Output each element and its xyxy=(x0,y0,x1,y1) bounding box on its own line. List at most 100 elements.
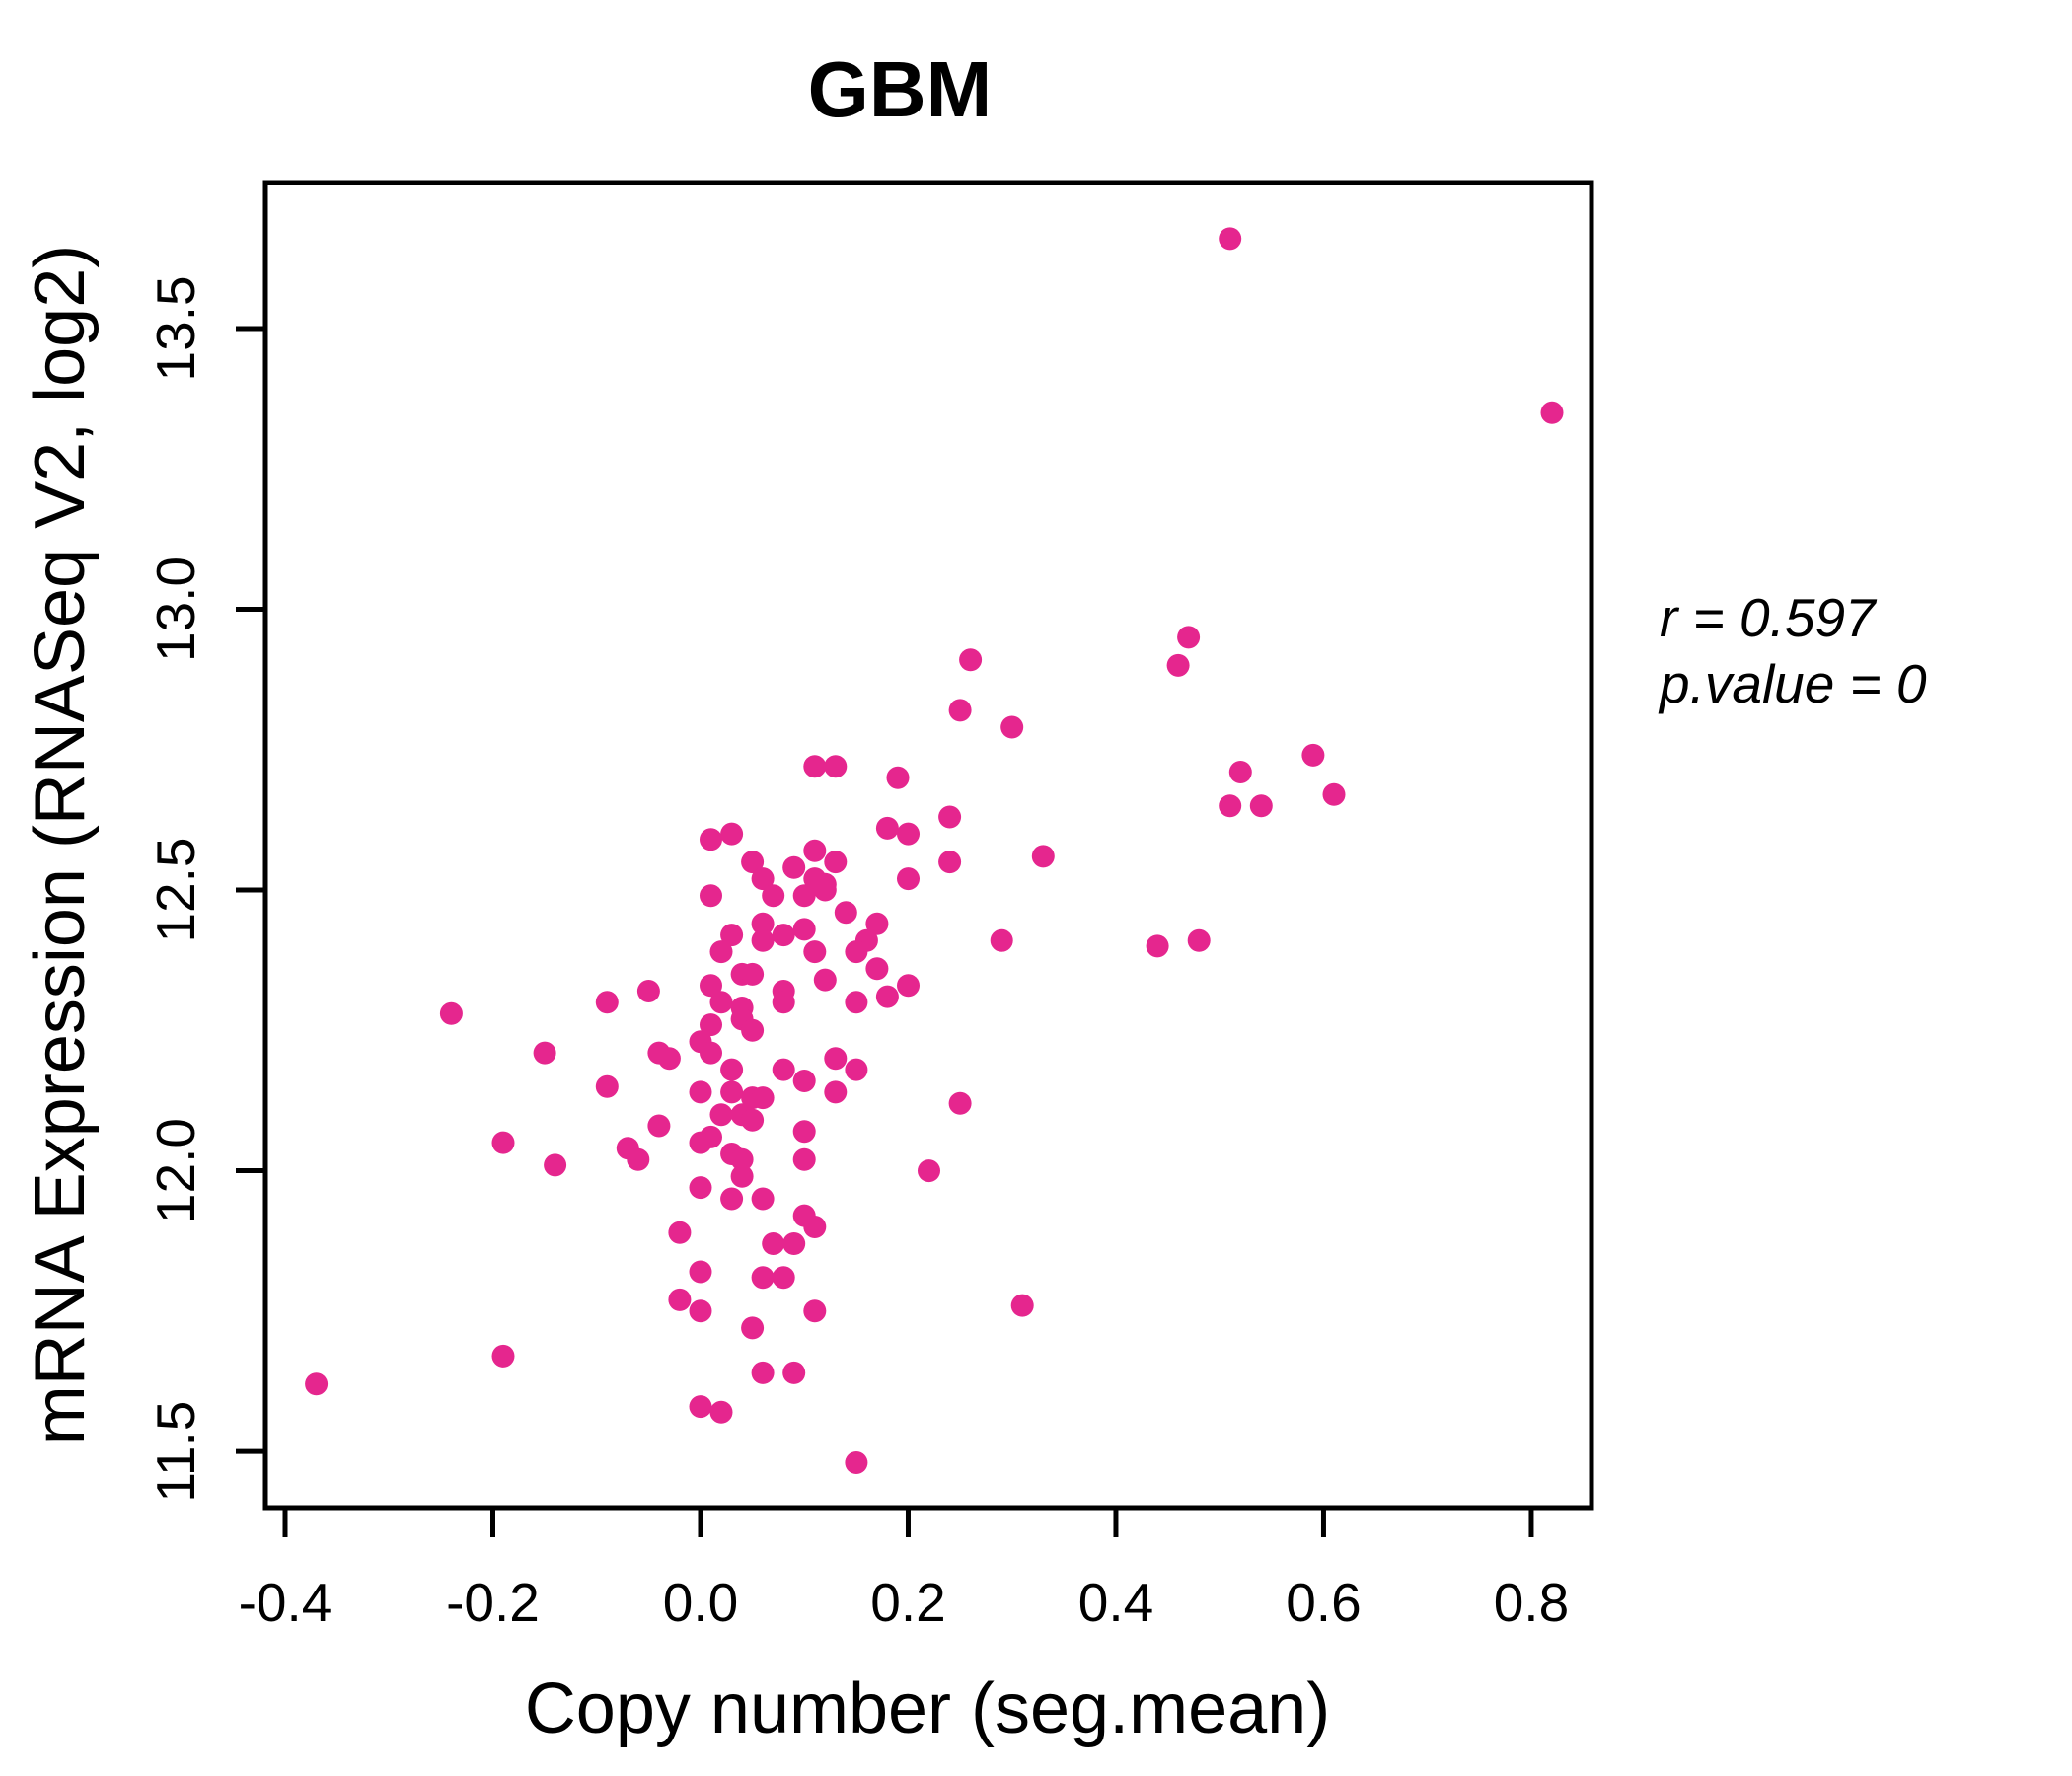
y-tick-label: 13.0 xyxy=(145,556,206,662)
annotation-r-value: r = 0.597 xyxy=(1660,587,1878,648)
data-point xyxy=(824,851,848,874)
data-point xyxy=(751,912,775,935)
data-point xyxy=(865,912,889,935)
data-point xyxy=(700,974,722,998)
data-point xyxy=(782,1361,806,1384)
data-point xyxy=(689,1260,712,1284)
data-point xyxy=(772,1058,795,1081)
data-point xyxy=(772,924,795,947)
data-point xyxy=(782,855,806,879)
data-point xyxy=(720,1080,744,1104)
data-point xyxy=(657,1047,681,1071)
data-point xyxy=(792,918,816,941)
data-point xyxy=(751,867,775,891)
x-tick-label: 0.6 xyxy=(1286,1572,1361,1633)
data-point xyxy=(689,1395,712,1419)
data-point xyxy=(762,1232,785,1255)
data-point xyxy=(875,816,899,840)
data-point xyxy=(741,1018,765,1042)
data-point xyxy=(897,822,920,846)
y-tick-label: 11.5 xyxy=(145,1401,206,1503)
data-point xyxy=(730,1164,754,1188)
data-point xyxy=(1228,761,1252,783)
data-point xyxy=(1010,1294,1034,1317)
data-point xyxy=(709,940,733,964)
data-point xyxy=(845,940,868,964)
data-point xyxy=(1322,782,1346,806)
data-point xyxy=(792,1070,816,1092)
data-point xyxy=(792,884,816,908)
data-point xyxy=(803,1299,827,1323)
data-point xyxy=(772,991,795,1014)
data-point xyxy=(1187,928,1211,952)
data-point xyxy=(709,1400,733,1424)
y-tick-label: 12.0 xyxy=(145,1118,206,1223)
data-point xyxy=(1219,227,1242,251)
data-point xyxy=(897,867,920,891)
data-point xyxy=(595,1074,619,1098)
data-point xyxy=(741,851,765,874)
data-point xyxy=(689,1299,712,1323)
data-point xyxy=(803,940,827,964)
data-point xyxy=(700,884,722,908)
data-point xyxy=(782,1232,806,1255)
data-point xyxy=(709,991,733,1014)
x-tick-label: -0.2 xyxy=(446,1572,540,1633)
data-point xyxy=(845,1058,868,1081)
data-point xyxy=(751,1187,775,1211)
data-point xyxy=(491,1344,515,1368)
data-point xyxy=(918,1159,940,1183)
data-point xyxy=(886,766,910,789)
data-point xyxy=(700,1041,722,1065)
data-point xyxy=(751,1266,775,1290)
data-point xyxy=(668,1288,692,1311)
chart-title: GBM xyxy=(808,45,993,133)
data-point xyxy=(700,1125,722,1148)
data-points xyxy=(305,227,1564,1474)
data-point xyxy=(1146,934,1169,958)
data-point xyxy=(1301,743,1325,767)
data-point xyxy=(689,1176,712,1200)
x-axis-title: Copy number (seg.mean) xyxy=(525,1669,1330,1748)
data-point xyxy=(720,1187,744,1211)
x-tick-label: 0.8 xyxy=(1494,1572,1569,1633)
x-tick-label: -0.4 xyxy=(239,1572,333,1633)
data-point xyxy=(803,1216,827,1238)
y-tick-label: 13.5 xyxy=(145,275,206,381)
x-axis-ticks: -0.4 -0.2 0.0 0.2 0.4 0.6 0.8 xyxy=(239,1508,1569,1633)
data-point xyxy=(824,1080,848,1104)
data-point xyxy=(792,1147,816,1171)
data-point xyxy=(990,928,1013,952)
data-point xyxy=(689,1080,712,1104)
data-point xyxy=(700,828,722,851)
annotation-p-value: p.value = 0 xyxy=(1658,653,1927,714)
data-point xyxy=(762,884,785,908)
data-point xyxy=(948,699,972,722)
data-point xyxy=(709,1103,733,1127)
data-point xyxy=(305,1372,329,1396)
data-point xyxy=(751,1361,775,1384)
data-point xyxy=(647,1114,671,1138)
data-point xyxy=(741,1108,765,1132)
data-point xyxy=(845,991,868,1014)
data-point xyxy=(1000,715,1024,739)
data-point xyxy=(439,1001,463,1025)
data-point xyxy=(720,1058,744,1081)
data-point xyxy=(865,957,889,981)
data-point xyxy=(792,1120,816,1144)
data-point xyxy=(730,1147,754,1171)
data-point xyxy=(875,985,899,1008)
data-point xyxy=(1177,626,1201,649)
data-point xyxy=(741,1316,765,1340)
data-point xyxy=(1219,794,1242,818)
data-point xyxy=(636,980,660,1002)
data-point xyxy=(824,1047,848,1071)
plot-box xyxy=(262,180,1594,1511)
data-point xyxy=(1540,401,1564,424)
data-point xyxy=(1031,845,1055,868)
y-tick-label: 12.5 xyxy=(145,838,206,943)
data-point xyxy=(544,1153,567,1177)
x-tick-label: 0.2 xyxy=(870,1572,945,1633)
data-point xyxy=(533,1041,556,1065)
